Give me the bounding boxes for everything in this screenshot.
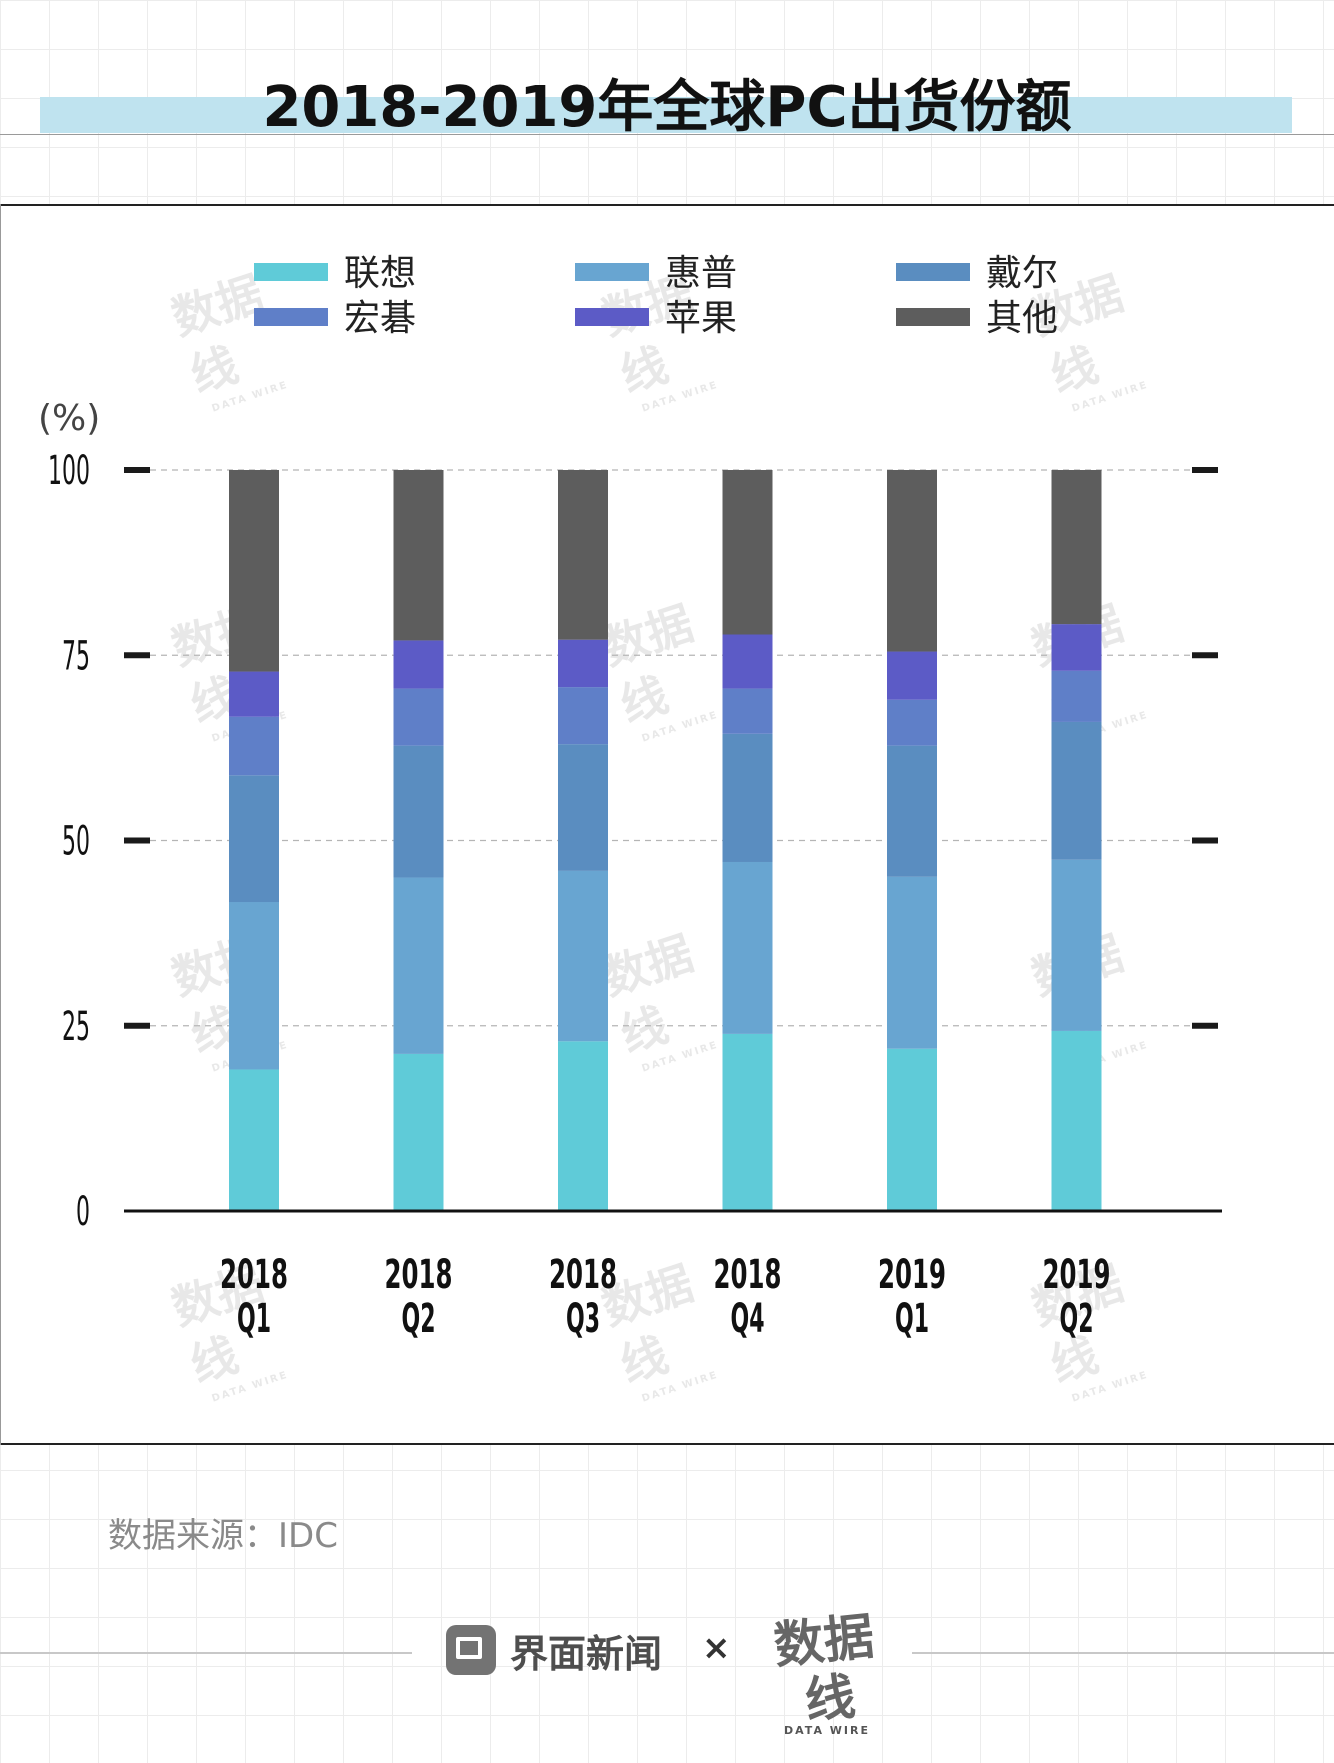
legend-label: 宏碁 [344,298,416,339]
bar-segment [393,1053,444,1211]
tick-mark-right [1192,652,1218,659]
tick-mark-left [124,467,150,473]
bar-segment [393,640,444,689]
x-tick-label: Q1 [895,1296,929,1342]
legend-label: 惠普 [665,253,737,294]
chart-title: 2018-2019年全球PC出货份额 [262,75,1072,140]
y-tick-label: 50 [62,819,90,865]
legend-label: 苹果 [665,298,737,339]
bar-segment [393,877,444,1054]
y-tick-label: 75 [62,633,90,679]
tick-mark-left [124,1022,150,1029]
bar-segment [1051,670,1102,722]
bar-segment [393,470,444,641]
times-icon: × [702,1628,731,1668]
bar-segment [887,1048,937,1211]
bar-segment [558,687,608,745]
footer-divider-right [912,1652,1334,1654]
x-tick-label: Q1 [237,1296,271,1342]
x-tick-label: Q2 [1060,1296,1094,1342]
legend-label: 戴尔 [986,253,1058,294]
tick-mark-left [124,837,150,844]
bar-segment [558,639,608,688]
bar-segment [1051,859,1102,1031]
data-source: 数据来源：IDC [108,1516,338,1556]
bar-segment [722,634,773,689]
bar-segment [229,716,279,776]
legend-swatch [254,308,328,326]
y-tick-label: 100 [48,448,90,494]
bar-segment [229,902,279,1070]
panel-left-edge [0,204,1,1445]
brand-name: 界面新闻 [510,1631,663,1676]
x-tick-label: Q2 [402,1296,436,1342]
x-tick-label: 2018 [220,1252,288,1298]
bar-segment [887,651,937,700]
partner-name: 数据线 [771,1607,877,1731]
legend-swatch [575,308,649,326]
bar-segment [722,733,773,862]
x-tick-label: 2018 [549,1252,617,1298]
x-tick-label: Q4 [731,1296,765,1342]
bar-segment [558,470,608,640]
tick-mark-right [1192,467,1218,473]
tick-mark-left [124,652,150,659]
tick-mark-right [1192,1022,1218,1029]
y-tick-label: 0 [76,1189,90,1235]
bar-segment [558,870,608,1042]
legend-swatch [896,263,970,281]
title-band [40,97,1292,133]
legend-swatch [575,263,649,281]
bar-segment [229,1069,279,1211]
partner-logo: 数据线 DATA WIRE [762,1607,892,1737]
bar-segment [1051,1030,1102,1211]
bar-segment [1051,624,1102,671]
bar-segment [229,775,279,903]
bar-segment [558,1041,608,1211]
bar-segment [558,744,608,871]
bar-segment [722,470,773,635]
bar-segment [1051,721,1102,860]
bar-segment [722,688,773,734]
y-tick-label: 25 [62,1004,90,1050]
chart-panel [0,204,1334,1445]
partner-subtitle: DATA WIRE [784,1724,870,1737]
footer-divider-left [0,1652,412,1654]
bar-segment [1051,470,1102,625]
bar-segment [722,861,773,1034]
x-tick-label: 2018 [385,1252,453,1298]
y-axis-label: (%) [38,398,100,439]
x-tick-label: 2018 [714,1252,782,1298]
footer-brand: 界面新闻 [446,1622,662,1678]
x-tick-label: 2019 [1043,1252,1111,1298]
bar-segment [393,745,444,878]
legend-label: 联想 [344,253,416,294]
legend-label: 其他 [986,298,1058,339]
x-tick-label: 2019 [878,1252,946,1298]
bar-segment [229,470,279,672]
bar-segment [393,688,444,746]
legend-swatch [896,308,970,326]
bar-segment [887,745,937,877]
x-tick-label: Q3 [566,1296,600,1342]
bar-segment [887,876,937,1049]
bar-segment [887,699,937,746]
tick-mark-right [1192,837,1218,844]
title-underline [0,134,1334,135]
legend-swatch [254,263,328,281]
bar-segment [229,671,279,717]
bar-segment [887,470,937,652]
brand-logo-icon [446,1625,496,1675]
bar-segment [722,1033,773,1211]
